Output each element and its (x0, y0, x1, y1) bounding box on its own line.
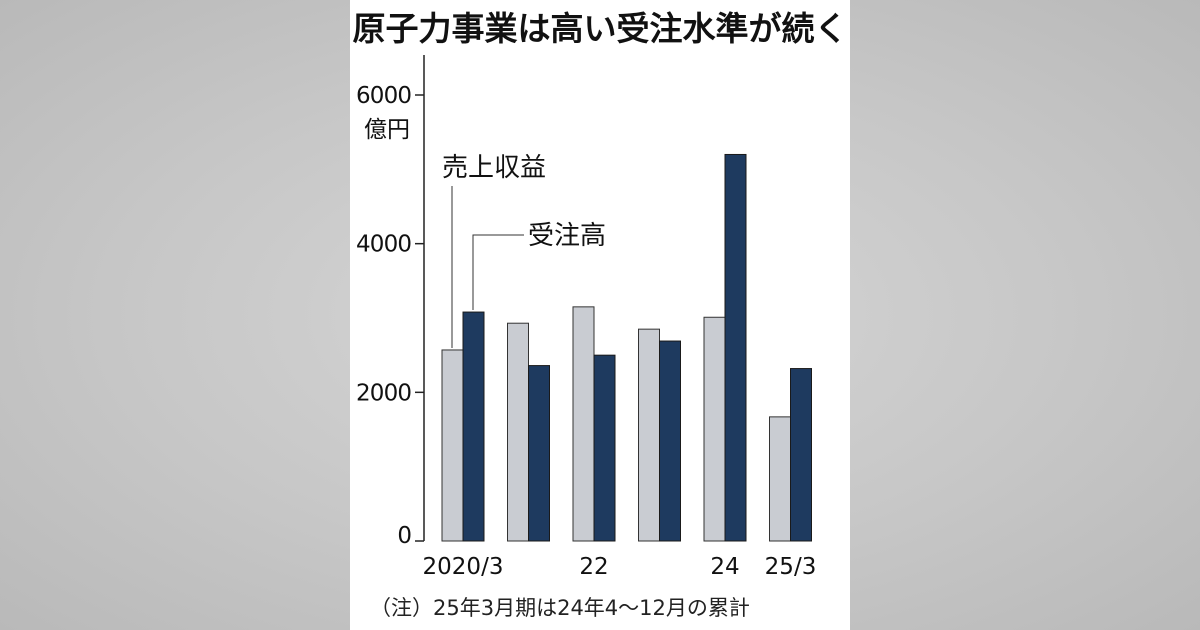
y-tick-label: 6000 (356, 83, 412, 109)
revenue-bar (572, 306, 595, 542)
revenue-bar (441, 349, 464, 542)
chart-panel: 原子力事業は高い受注水準が続く 0 2000 4000 6000 億円 2020/3 22 2… (350, 0, 850, 630)
y-tick-label: 2000 (356, 380, 412, 406)
revenue-bar (507, 322, 529, 542)
revenue-bar (638, 328, 660, 542)
orders-bar (724, 153, 747, 542)
orders-bar (462, 311, 485, 542)
revenue-bar (703, 316, 726, 542)
x-tick-label: 24 (710, 554, 739, 580)
y-tick-label: 4000 (356, 232, 412, 258)
orders-bar (790, 368, 812, 542)
y-tick-label: 0 (397, 523, 412, 549)
revenue-bar (769, 416, 791, 542)
x-tick-label: 25/3 (765, 554, 817, 580)
x-tick-label: 22 (579, 554, 608, 580)
legend-label-revenue: 売上収益 (442, 153, 546, 183)
chart-title: 原子力事業は高い受注水準が続く (352, 9, 848, 48)
legend-label-orders: 受注高 (528, 221, 606, 251)
orders-bar (593, 354, 616, 542)
orders-bar (659, 340, 681, 542)
chart-footnote: （注）25年3月期は24年4〜12月の累計 (370, 596, 750, 620)
orders-bar (528, 365, 550, 542)
legend-leader-orders (472, 234, 524, 311)
y-unit-label: 億円 (364, 117, 410, 143)
x-tick-label: 2020/3 (423, 554, 504, 580)
